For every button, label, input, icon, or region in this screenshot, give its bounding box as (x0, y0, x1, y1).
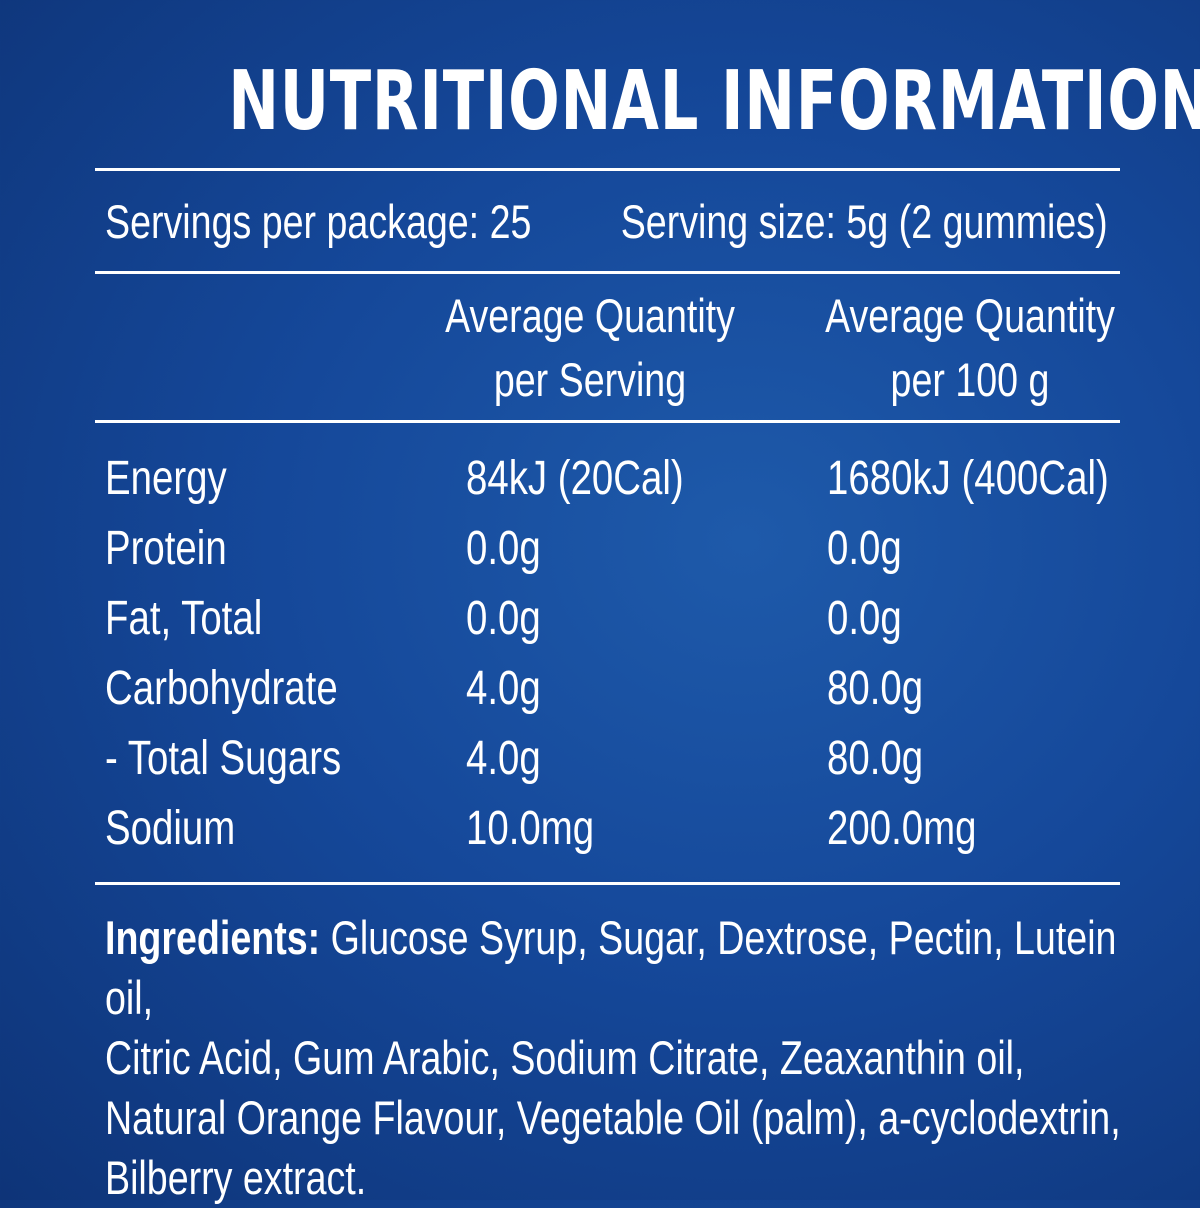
ingredients-divider (95, 882, 1120, 885)
per-serving-value: 4.0g (466, 662, 541, 715)
per-serving-value: 0.0g (466, 592, 541, 645)
servings-per-package-wrap: Servings per package: 25 (105, 194, 638, 250)
column-header-per-100g: Average Quantity per 100 g (760, 284, 1180, 412)
ingredients-line: Citric Acid, Gum Arabic, Sodium Citrate,… (105, 1031, 1025, 1084)
column-header-line: Average Quantity (825, 289, 1115, 342)
table-row: Sodium 10.0mg 200.0mg (95, 794, 1120, 864)
table-row: - Total Sugars 4.0g 80.0g (95, 724, 1120, 794)
page-title: NUTRITIONAL INFORMATION (228, 54, 1200, 149)
ingredients-text: Ingredients: Glucose Syrup, Sugar, Dextr… (105, 908, 1121, 1208)
nutrient-name: Carbohydrate (105, 662, 338, 715)
servings-per-package: Servings per package: 25 (105, 195, 532, 248)
table-top-divider (95, 420, 1120, 423)
table-row: Energy 84kJ (20Cal) 1680kJ (400Cal) (95, 444, 1120, 514)
per-100g-value: 80.0g (827, 732, 924, 785)
nutrient-name: Sodium (105, 802, 236, 855)
ingredients-line: Bilberry extract. (105, 1151, 367, 1204)
per-100g-value: 80.0g (827, 662, 924, 715)
serving-size: Serving size: 5g (2 gummies) (621, 195, 1108, 248)
serving-size-wrap: Serving size: 5g (2 gummies) (499, 194, 1108, 250)
per-100g-value: 0.0g (827, 592, 902, 645)
table-row: Protein 0.0g 0.0g (95, 514, 1120, 584)
per-serving-value: 84kJ (20Cal) (466, 452, 684, 505)
per-100g-value: 200.0mg (827, 802, 977, 855)
table-row: Carbohydrate 4.0g 80.0g (95, 654, 1120, 724)
ingredients-label: Ingredients: (105, 911, 321, 964)
column-header-line: Average Quantity (445, 289, 735, 342)
per-100g-value: 0.0g (827, 522, 902, 575)
ingredients-line: Ingredients: Glucose Syrup, Sugar, Dextr… (105, 911, 1117, 1024)
nutrient-name: Fat, Total (105, 592, 263, 645)
header-divider (95, 271, 1120, 274)
top-divider (95, 168, 1120, 171)
nutrition-panel: NUTRITIONAL INFORMATION Servings per pac… (95, 0, 1200, 1204)
nutrient-name: - Total Sugars (105, 732, 342, 785)
column-header-line: per Serving (493, 353, 687, 406)
nutrient-name: Energy (105, 452, 227, 505)
column-header-per-serving: Average Quantity per Serving (385, 284, 795, 412)
per-serving-value: 10.0mg (466, 802, 595, 855)
per-serving-value: 0.0g (466, 522, 541, 575)
nutrient-name: Protein (105, 522, 227, 575)
column-header-line: per 100 g (890, 353, 1050, 406)
ingredients-line: Natural Orange Flavour, Vegetable Oil (p… (105, 1091, 1121, 1144)
per-serving-value: 4.0g (466, 732, 541, 785)
table-row: Fat, Total 0.0g 0.0g (95, 584, 1120, 654)
per-100g-value: 1680kJ (400Cal) (827, 452, 1109, 505)
